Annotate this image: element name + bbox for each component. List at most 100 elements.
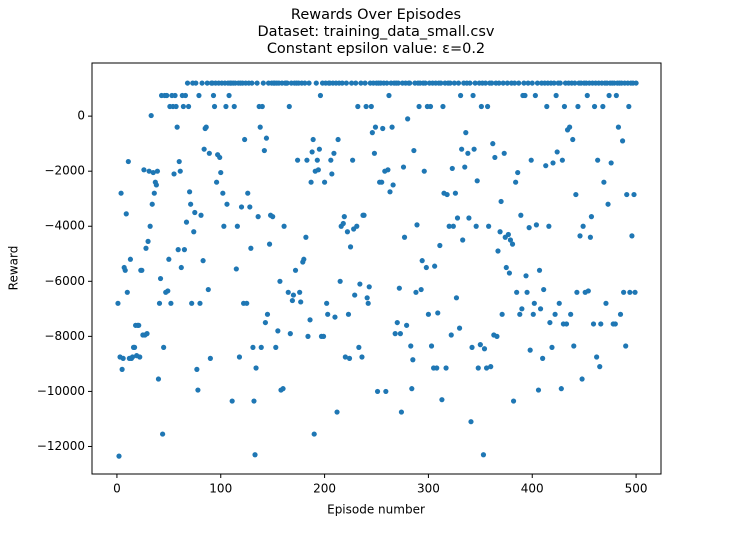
data-point	[118, 190, 124, 196]
data-point	[498, 198, 504, 205]
data-point	[145, 238, 151, 244]
data-point	[116, 453, 122, 459]
data-point	[362, 80, 368, 86]
data-point	[251, 398, 257, 404]
data-point	[229, 398, 235, 404]
data-point	[474, 178, 480, 184]
data-point	[444, 191, 450, 198]
data-point	[136, 322, 142, 328]
data-point	[348, 80, 355, 86]
data-point	[400, 164, 407, 170]
data-point	[146, 168, 152, 174]
data-point	[292, 267, 299, 273]
data-point	[178, 264, 184, 271]
data-point	[313, 80, 319, 86]
data-point	[587, 234, 593, 240]
data-point	[366, 284, 372, 290]
data-point	[357, 281, 363, 287]
data-point	[470, 92, 476, 99]
data-point	[507, 237, 514, 243]
data-point	[224, 201, 230, 207]
data-point	[396, 285, 402, 291]
data-point	[579, 376, 585, 382]
data-point	[473, 223, 479, 229]
data-point	[127, 256, 134, 262]
data-point	[448, 332, 454, 338]
data-point	[161, 344, 167, 350]
data-point	[414, 222, 420, 228]
data-point	[149, 201, 155, 207]
x-tick-label: 500	[625, 482, 648, 496]
data-point	[553, 92, 559, 99]
y-tick-label: −10000	[37, 384, 85, 398]
data-point	[524, 289, 530, 295]
data-point	[181, 247, 188, 253]
data-point	[153, 182, 159, 188]
data-point	[217, 154, 223, 161]
data-point	[534, 80, 541, 86]
data-point	[213, 179, 220, 185]
data-point	[247, 204, 253, 210]
data-point	[262, 319, 268, 326]
data-point	[115, 300, 121, 306]
data-point	[458, 92, 464, 99]
data-point	[605, 201, 611, 207]
data-point	[165, 288, 171, 294]
data-point	[177, 168, 183, 174]
data-point	[192, 209, 198, 216]
data-point	[197, 300, 203, 306]
data-point	[304, 157, 310, 163]
data-point	[603, 300, 609, 306]
y-tick-label: −2000	[44, 164, 85, 178]
data-point	[371, 150, 378, 156]
data-point	[465, 150, 471, 156]
x-tick-label: 400	[521, 482, 544, 496]
data-point	[475, 365, 481, 371]
data-point	[343, 80, 349, 86]
y-axis-label: Reward	[7, 246, 21, 291]
data-point	[363, 103, 369, 110]
data-point	[175, 247, 181, 253]
data-point	[459, 146, 465, 152]
data-point	[425, 311, 432, 317]
chart-title: Rewards Over Episodes	[291, 7, 461, 23]
data-point	[180, 103, 186, 110]
data-point	[374, 388, 381, 395]
data-point	[358, 80, 364, 86]
data-point	[559, 157, 565, 163]
x-tick-label: 300	[417, 482, 440, 496]
data-point	[419, 258, 425, 264]
data-point	[432, 263, 438, 269]
data-point	[359, 354, 365, 360]
data-point	[452, 190, 459, 196]
data-point	[324, 300, 330, 306]
data-point	[210, 92, 217, 99]
data-point	[302, 80, 308, 86]
data-point	[184, 80, 191, 86]
data-point	[347, 244, 354, 250]
data-point	[546, 223, 552, 229]
data-point	[418, 286, 424, 293]
data-point	[518, 212, 524, 218]
data-point	[509, 241, 516, 247]
data-point	[488, 364, 494, 370]
data-point	[514, 289, 520, 295]
data-point	[331, 150, 337, 156]
data-point	[499, 311, 505, 317]
data-point	[311, 431, 317, 437]
data-point	[285, 289, 291, 295]
data-point	[264, 311, 271, 317]
data-point	[221, 223, 227, 229]
data-point	[150, 169, 156, 176]
data-point	[174, 124, 180, 130]
data-point	[233, 266, 239, 272]
data-point	[231, 103, 237, 110]
data-point	[504, 80, 510, 86]
data-point	[405, 116, 411, 122]
data-point	[191, 229, 197, 235]
data-point	[540, 355, 546, 361]
data-point	[205, 286, 211, 293]
data-point	[572, 80, 578, 86]
data-point	[549, 344, 555, 350]
data-point	[446, 223, 452, 229]
